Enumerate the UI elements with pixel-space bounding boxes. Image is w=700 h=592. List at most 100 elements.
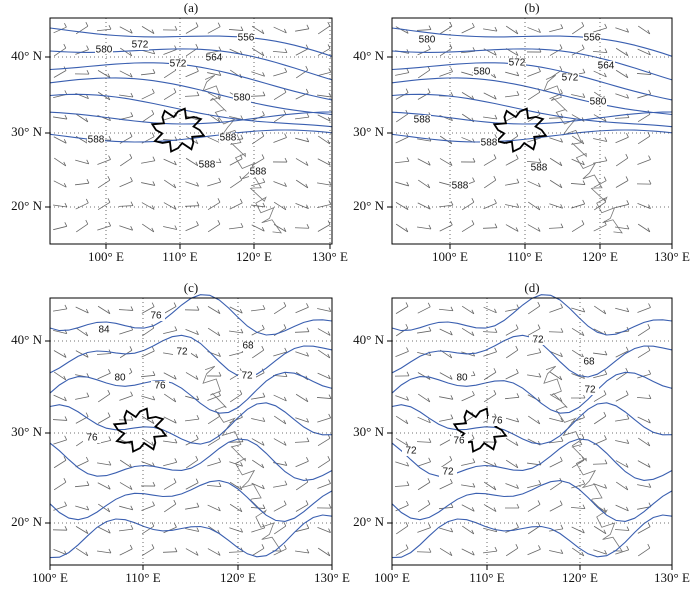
contour-label-bg — [418, 35, 436, 45]
wind-barb-tick — [538, 28, 541, 33]
wind-barb-tick — [108, 155, 111, 160]
contour-line — [391, 371, 673, 414]
contour-line — [49, 480, 333, 522]
contour-label-bg — [219, 133, 237, 143]
wind-barb-tick — [560, 524, 564, 530]
wind-barb-tick — [85, 308, 89, 314]
wind-barb-tick — [283, 544, 287, 550]
wind-barb-tick — [626, 224, 630, 230]
wind-barb — [438, 308, 454, 312]
wind-barb — [163, 49, 177, 55]
wind-barb-tick — [427, 161, 431, 166]
contour-label-bg — [151, 381, 169, 391]
wind-barb — [295, 481, 309, 491]
panel-label: (c) — [184, 280, 198, 295]
contour-label-bg — [402, 446, 420, 456]
wind-barb-tick — [537, 521, 541, 527]
wind-barb-tick — [560, 24, 564, 29]
wind-barb-tick — [261, 463, 265, 469]
contour-label: 68 — [242, 341, 254, 352]
wind-barb — [395, 92, 409, 100]
wind-barb-tick — [493, 390, 497, 395]
contour-label: 72 — [532, 335, 544, 346]
contour-label-bg — [480, 138, 498, 148]
wind-barb-tick — [516, 503, 520, 509]
wind-barb-tick — [603, 411, 607, 417]
wind-barb-tick — [152, 501, 155, 506]
wind-barb-tick — [604, 23, 608, 29]
wind-barb — [505, 158, 519, 166]
wind-barb-tick — [283, 521, 287, 527]
province-outline — [150, 107, 206, 153]
wind-barb-tick — [327, 331, 331, 336]
wind-barb-tick — [218, 352, 221, 357]
wind-barb — [417, 69, 431, 79]
wind-barb — [273, 525, 287, 535]
wind-barb-tick — [472, 371, 476, 376]
wind-barb — [483, 158, 497, 166]
wind-barb-tick — [406, 347, 409, 352]
wind-barb — [571, 158, 585, 166]
wind-barb-tick — [108, 25, 112, 30]
wind-barb-tick — [151, 544, 155, 549]
wind-barb — [118, 309, 134, 311]
wind-barb — [185, 459, 199, 469]
x-tick-label: 130° E — [654, 570, 690, 585]
wind-barb — [571, 223, 585, 233]
contour-line — [49, 27, 333, 57]
wind-barb — [593, 483, 607, 489]
wind-barb-tick — [582, 93, 586, 98]
wind-barb-tick — [450, 306, 454, 311]
wind-barb — [483, 351, 497, 357]
wind-barb — [615, 549, 629, 555]
wind-barb — [97, 159, 111, 165]
wind-barb — [637, 25, 651, 35]
wind-barb-tick — [108, 221, 112, 227]
wind-barb — [163, 372, 177, 380]
wind-barb-tick — [129, 346, 133, 351]
wind-barb — [637, 547, 651, 557]
wind-barb-tick — [174, 326, 178, 331]
wind-barb-tick — [515, 345, 519, 351]
wind-barb-tick — [151, 521, 155, 527]
wind-barb-tick — [151, 346, 155, 352]
wind-barb-tick — [493, 175, 497, 181]
wind-barb-tick — [151, 88, 155, 94]
wind-barb — [549, 179, 563, 189]
wind-barb-tick — [559, 397, 563, 402]
wind-barb-tick — [195, 375, 199, 380]
wind-barb-tick — [472, 177, 475, 182]
wind-barb-tick — [327, 116, 331, 122]
contour-line — [391, 27, 673, 57]
wind-barb-tick — [174, 438, 178, 444]
wind-barb — [97, 70, 111, 78]
wind-barb — [295, 550, 309, 554]
wind-barb-tick — [449, 375, 453, 380]
wind-barb-tick — [581, 21, 585, 27]
wind-barb-tick — [284, 461, 288, 466]
wind-barb-tick — [450, 395, 454, 400]
wind-barb — [97, 550, 111, 554]
wind-barb-tick — [173, 418, 177, 424]
coastline — [543, 365, 623, 552]
wind-barb-tick — [647, 441, 651, 447]
wind-barb-tick — [405, 205, 409, 210]
wind-barb-tick — [152, 371, 156, 376]
wind-barb-tick — [195, 22, 199, 27]
wind-barb-tick — [261, 345, 265, 351]
contour-label: 588 — [220, 133, 237, 144]
contour-label-bg — [530, 163, 548, 173]
x-tick-label: 110° E — [125, 570, 160, 585]
wind-barb-tick — [283, 301, 287, 307]
wind-barb — [185, 506, 199, 510]
wind-barb — [185, 26, 199, 34]
wind-barb — [272, 50, 288, 54]
wind-barb-tick — [648, 303, 651, 308]
wind-barb — [417, 461, 431, 467]
wind-barb-tick — [261, 154, 265, 159]
wind-barb-tick — [327, 44, 331, 49]
wind-barb-tick — [428, 457, 432, 462]
wind-barb-tick — [581, 528, 585, 534]
x-tick-label: 120° E — [582, 249, 618, 264]
wind-barb-tick — [217, 506, 221, 512]
